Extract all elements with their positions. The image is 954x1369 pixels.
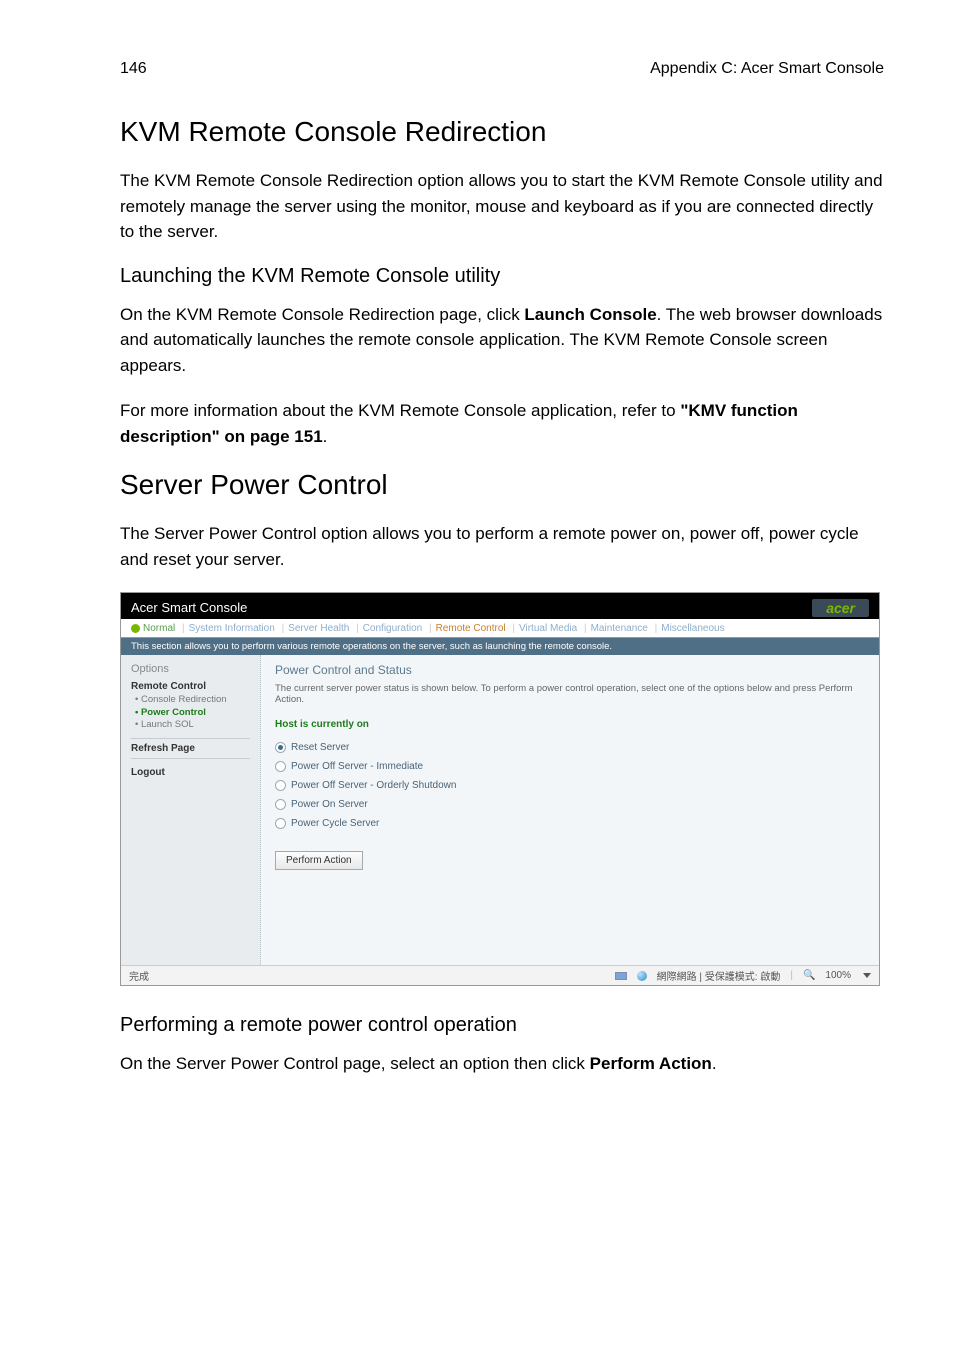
browser-status-bar: 完成 網際網路 | 受保護模式: 啟動 | 🔍 100% [121,965,879,985]
console-tabs: Normal |System Information |Server Healt… [121,619,879,638]
console-title: Acer Smart Console [131,600,247,615]
chapter-title: Appendix C: Acer Smart Console [650,60,884,78]
status-sep: | [790,970,793,981]
status-icon [131,624,140,633]
radio-label: Power Off Server - Immediate [291,761,423,772]
text-fragment: On the Server Power Control page, select… [120,1054,590,1073]
radio-icon [275,761,286,772]
text-fragment: On the KVM Remote Console Redirection pa… [120,305,524,324]
radio-power-on[interactable]: Power On Server [275,799,865,810]
console-titlebar: Acer Smart Console acer [121,593,879,619]
kvm-intro: The KVM Remote Console Redirection optio… [120,168,884,245]
radio-label: Power Cycle Server [291,818,379,829]
kvm-launch-para: On the KVM Remote Console Redirection pa… [120,302,884,379]
sidebar-group: Remote Control [131,681,250,692]
kvm-subhead: Launching the KVM Remote Console utility [120,265,884,288]
radio-reset-server[interactable]: Reset Server [275,742,865,753]
status-label: Normal [143,623,175,634]
radio-label: Reset Server [291,742,349,753]
text-fragment: For more information about the KVM Remot… [120,401,680,420]
tab-maintenance[interactable]: Maintenance [591,623,648,634]
sidebar-item-power-control[interactable]: • Power Control [135,707,250,718]
radio-label: Power Off Server - Orderly Shutdown [291,780,456,791]
panel-title: Power Control and Status [275,663,865,677]
tab-miscellaneous[interactable]: Miscellaneous [661,623,724,634]
tab-remote-control[interactable]: Remote Control [436,623,506,634]
console-screenshot: Acer Smart Console acer Normal |System I… [120,592,880,986]
tab-system-information[interactable]: System Information [189,623,275,634]
globe-icon [637,971,647,981]
spc-intro: The Server Power Control option allows y… [120,521,884,572]
sidebar-logout[interactable]: Logout [131,767,250,778]
sidebar-item-console-redirection[interactable]: • Console Redirection [135,694,250,705]
radio-power-off-immediate[interactable]: Power Off Server - Immediate [275,761,865,772]
status-zoom: 100% [825,970,851,981]
radio-label: Power On Server [291,799,368,810]
tab-configuration[interactable]: Configuration [363,623,422,634]
radio-icon [275,780,286,791]
console-sidebar: Options Remote Control • Console Redirec… [121,655,261,965]
radio-power-off-orderly[interactable]: Power Off Server - Orderly Shutdown [275,780,865,791]
zoom-icon: 🔍 [803,970,815,981]
perform-action-button[interactable]: Perform Action [275,851,363,870]
sidebar-title: Options [131,663,250,675]
dropdown-icon[interactable] [863,973,871,978]
radio-icon [275,799,286,810]
kvm-heading: KVM Remote Console Redirection [120,116,884,148]
status-done: 完成 [129,968,149,983]
tab-server-health[interactable]: Server Health [288,623,349,634]
kvm-moreinfo-para: For more information about the KVM Remot… [120,398,884,449]
radio-power-cycle[interactable]: Power Cycle Server [275,818,865,829]
page-number: 146 [120,60,147,78]
panel-desc: The current server power status is shown… [275,683,865,705]
radio-icon [275,818,286,829]
sidebar-item-launch-sol[interactable]: • Launch SOL [135,719,250,730]
console-desc-bar: This section allows you to perform vario… [121,638,879,655]
spc-heading: Server Power Control [120,469,884,501]
console-main: Power Control and Status The current ser… [261,655,879,965]
perform-para: On the Server Power Control page, select… [120,1051,884,1077]
perform-subhead: Performing a remote power control operat… [120,1014,884,1037]
text-fragment: . [323,427,328,446]
flag-icon [615,972,627,980]
text-fragment: . [712,1054,717,1073]
host-state: Host is currently on [275,719,865,730]
tab-virtual-media[interactable]: Virtual Media [519,623,577,634]
status-zone: 網際網路 | 受保護模式: 啟動 [657,968,781,983]
launch-console-label: Launch Console [524,305,656,324]
sidebar-refresh[interactable]: Refresh Page [131,738,250,759]
acer-logo: acer [812,599,869,617]
perform-action-label: Perform Action [590,1054,712,1073]
radio-icon [275,742,286,753]
